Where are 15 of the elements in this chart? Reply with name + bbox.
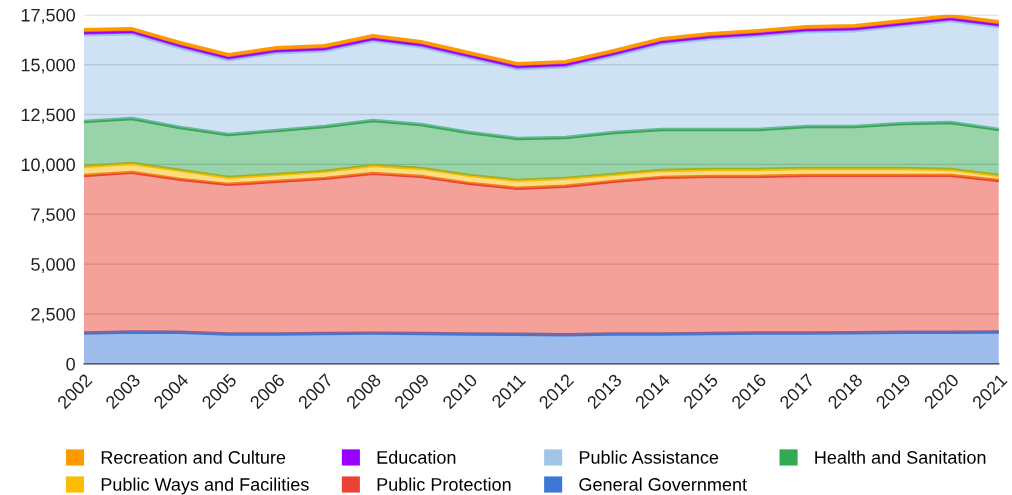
legend-label: Health and Sanitation: [815, 450, 986, 464]
y-tick-label: 10,000: [21, 158, 75, 174]
y-tick-label: 17,500: [21, 8, 75, 24]
y-tick-label: 7,500: [31, 208, 75, 224]
y-tick-label: 12,500: [21, 108, 75, 124]
legend-label: Education: [377, 450, 456, 464]
legend-label: General Government: [579, 477, 747, 491]
y-tick-label: 5,000: [31, 258, 75, 273]
legend-label: Public Assistance: [579, 450, 719, 464]
y-tick-label: 2,500: [31, 307, 75, 323]
legend-label: Public Ways and Facilities: [101, 477, 309, 495]
y-tick-label: 15,000: [21, 58, 75, 74]
legend-label: Recreation and Culture: [101, 450, 286, 464]
y-tick-label: 0: [66, 357, 75, 371]
legend-label: Public Protection: [377, 477, 511, 491]
